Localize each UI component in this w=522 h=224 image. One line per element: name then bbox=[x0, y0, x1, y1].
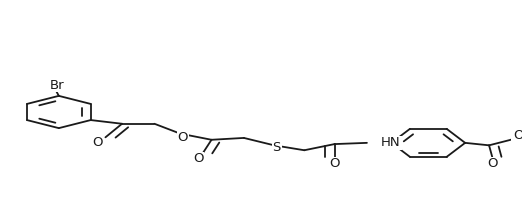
Text: O: O bbox=[329, 157, 340, 170]
Text: O: O bbox=[488, 157, 498, 170]
Text: O: O bbox=[513, 129, 522, 142]
Text: HN: HN bbox=[381, 136, 401, 149]
Text: Br: Br bbox=[50, 79, 64, 92]
Text: S: S bbox=[272, 141, 281, 154]
Text: O: O bbox=[193, 152, 204, 165]
Text: O: O bbox=[92, 136, 103, 149]
Text: O: O bbox=[177, 131, 188, 144]
